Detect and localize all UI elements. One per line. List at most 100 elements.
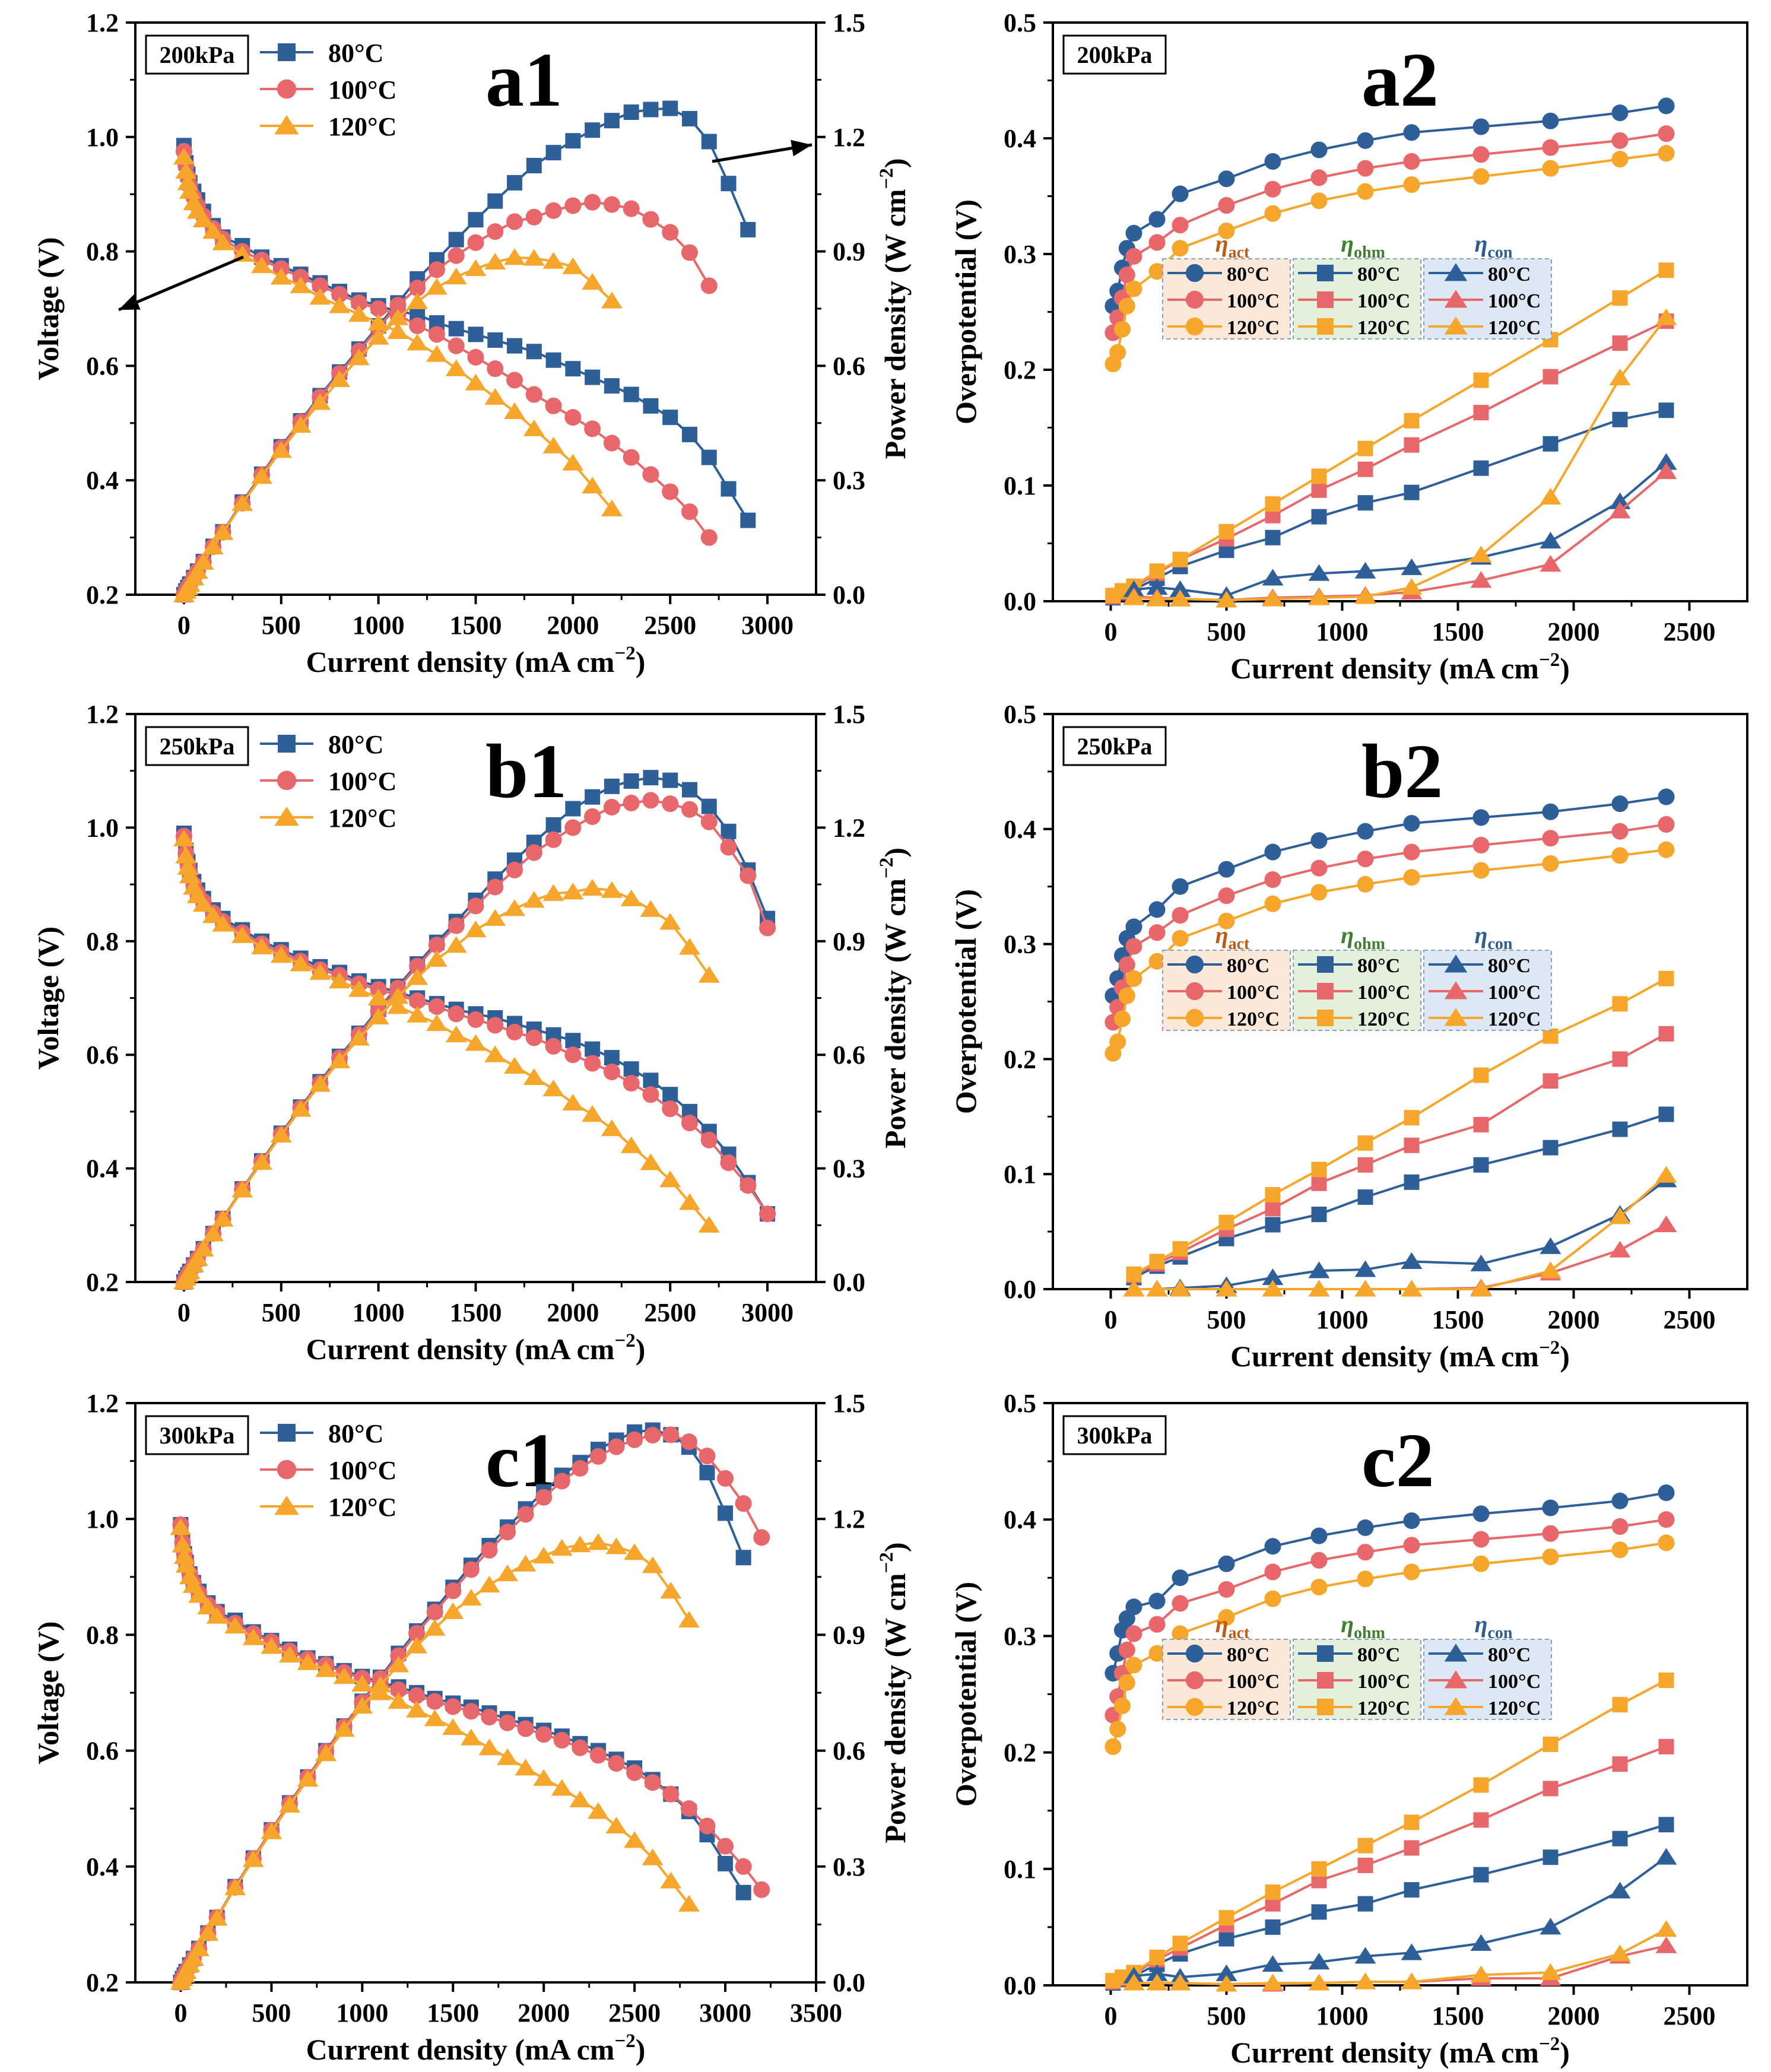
voltage-point [212,233,234,250]
overpotential-point [1655,462,1677,480]
power-point [700,277,718,294]
power-point [662,1426,680,1443]
voltage-point [309,963,331,980]
power-point [562,257,584,274]
overpotential-point [1146,1280,1168,1297]
power-point [426,950,447,967]
overpotential-point [1404,1174,1420,1190]
legend-label: 120°C [1488,1697,1541,1719]
x-tick-label: 3500 [790,1998,842,2027]
overpotential-point [1658,816,1675,833]
y2-tick-label: 0.9 [833,237,865,266]
y-tick-label: 0.8 [86,237,119,266]
voltage-point [387,997,409,1014]
y-axis-label: Overpotential (V) [949,199,982,424]
voltage-point [175,1556,197,1573]
power-point [525,208,542,226]
voltage-point [224,1617,246,1634]
voltage-point [367,313,389,331]
voltage-point [442,1718,464,1735]
legend-entry: 100°C [1167,982,1280,1004]
power-point [279,1795,300,1813]
voltage-point [251,937,272,954]
power-point [192,553,214,570]
overpotential-point [1470,1254,1492,1271]
legend-marker [1444,1643,1468,1662]
power-point [623,104,639,120]
overpotential-point [1357,1544,1374,1561]
voltage-point [329,296,351,313]
power-point [506,213,523,230]
power-point [497,1564,518,1582]
overpotential-point [1172,878,1189,895]
voltage-point [717,1838,734,1855]
legend-entry: 120°C [1298,1697,1410,1719]
power-point [242,1850,264,1867]
overpotential-point [1658,1511,1675,1528]
overpotential-point [1655,1920,1677,1937]
voltage-point [604,1049,620,1065]
legend-label: 120°C [1227,317,1280,339]
power-point [445,1582,462,1600]
power-point [447,247,465,264]
overpotential-point [1354,1280,1376,1297]
overpotential-point [1308,564,1330,581]
voltage-point [698,1216,720,1233]
legend-marker [278,735,296,753]
pressure-label: 250kPa [160,733,235,760]
y-tick-label: 0.0 [1004,587,1036,616]
power-point [499,1524,516,1541]
legend-label: 80°C [1488,264,1531,285]
y2-axis-label: Power density (W cm−2) [876,158,912,459]
power-point [526,158,542,173]
legend-label: 120°C [1488,317,1541,339]
power-point [309,1075,331,1092]
voltage-point [462,1703,480,1720]
overpotential-point [1310,192,1328,210]
overpotential-point [1401,578,1423,595]
power-point [642,1556,664,1573]
power-point [564,819,582,836]
power-point [603,196,620,213]
overpotential-point [1655,1215,1677,1232]
overpotential-point [1308,588,1330,605]
power-point [290,1100,312,1117]
voltage-point [535,1726,553,1743]
voltage-point [175,846,197,864]
voltage-point [753,1881,770,1898]
overpotential-point [1264,153,1281,170]
legend-label: 120°C [1357,317,1410,339]
legend-group-title: ηohm [1341,922,1385,953]
overpotential-point [1311,1207,1327,1223]
overpotential-point [1172,1935,1188,1952]
overpotential-point [1148,234,1166,251]
series-square-120 [1126,970,1674,1282]
y-tick-label: 0.2 [1004,1045,1036,1074]
overpotential-point [1118,956,1135,973]
overpotential-point [1612,1121,1628,1137]
power-point [388,1655,410,1673]
overpotential-point [1612,1756,1628,1772]
y2-tick-label: 0.3 [833,1154,865,1183]
overpotential-point [1311,1162,1327,1178]
power-point [186,1249,208,1266]
overpotential-point [1311,1904,1327,1920]
voltage-point [428,326,445,343]
overpotential-point [1404,437,1420,453]
overpotential-point [1542,803,1559,820]
voltage-point [515,1759,537,1776]
overpotential-point [1172,1569,1189,1586]
overpotential-point [1123,1973,1145,1991]
x-axis-label: Current density (mA cm−2) [306,2030,646,2066]
x-tick-label: 500 [1207,1305,1246,1334]
x-tick-label: 1500 [1432,1305,1484,1334]
voltage-point [542,436,564,453]
legend-marker [1317,265,1334,281]
power-point [620,889,642,906]
legend-marker [278,43,296,61]
overpotential-point [1612,1051,1628,1067]
power-point [739,867,757,884]
overpotential-point [1215,1280,1237,1297]
overpotential-point [1540,1918,1561,1935]
